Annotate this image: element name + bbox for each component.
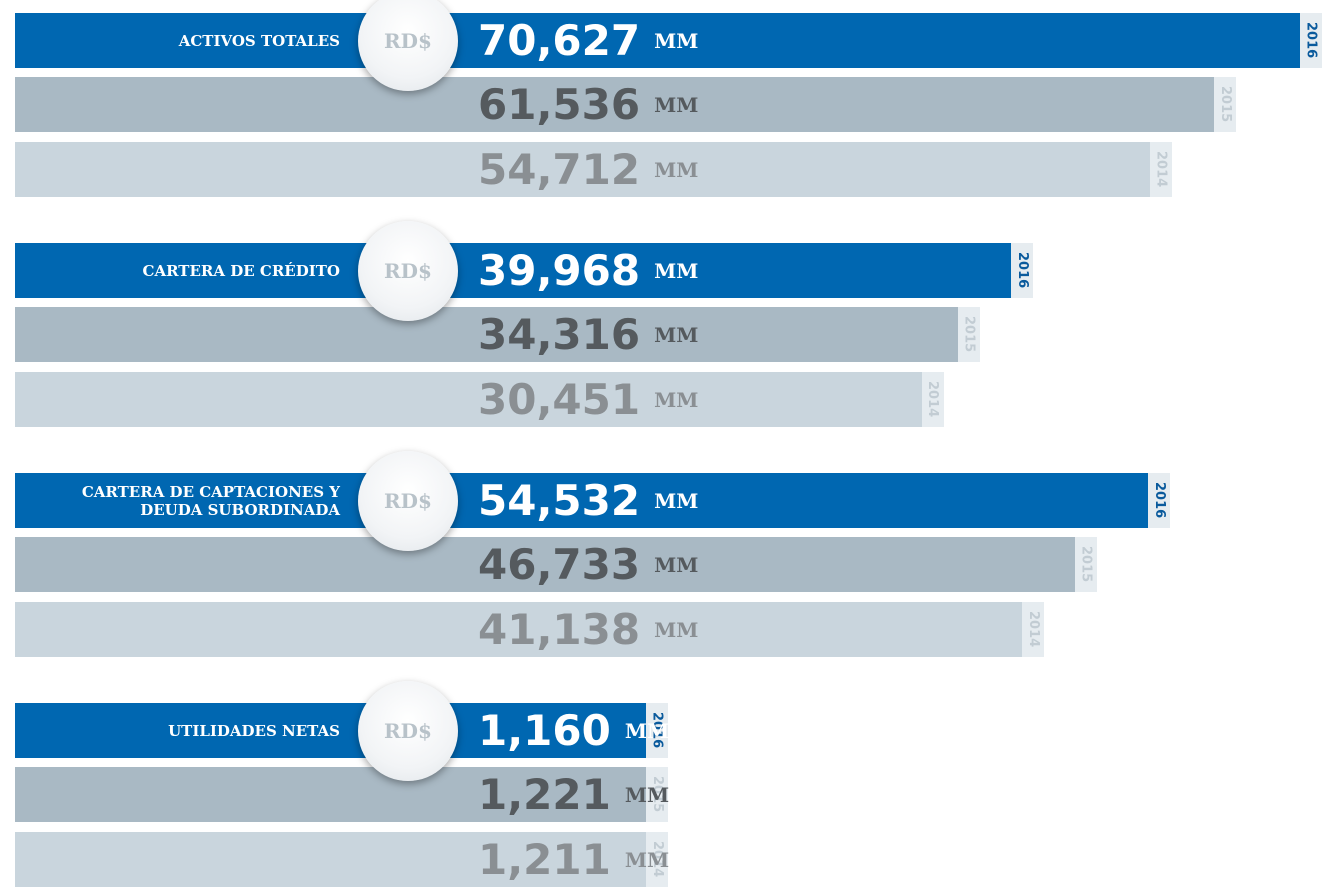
year-label: 2015 [1078, 546, 1094, 583]
year-label: 2016 [649, 712, 665, 749]
bar [15, 767, 647, 822]
value-number: 1,160 [478, 706, 611, 755]
year-tab: 2016 [1300, 13, 1322, 68]
bar [15, 703, 646, 758]
value-number: 39,968 [478, 246, 641, 295]
currency-badge: RD$ [358, 451, 458, 551]
unit-label: MM [654, 157, 699, 182]
bar [15, 537, 1076, 592]
year-label: 2016 [1151, 482, 1167, 519]
value-label: 34,316 MM [478, 307, 698, 362]
unit-label: MM [654, 488, 699, 513]
year-label: 2015 [1217, 86, 1233, 123]
year-label: 2014 [1153, 151, 1169, 188]
value-number: 30,451 [478, 375, 641, 424]
year-label: 2015 [961, 316, 977, 353]
value-number: 70,627 [478, 16, 641, 65]
year-tab: 2015 [1214, 77, 1237, 132]
year-label: 2014 [649, 841, 665, 878]
bar [15, 602, 1023, 657]
unit-label: MM [654, 28, 699, 53]
year-label: 2014 [925, 381, 941, 418]
bar [15, 832, 647, 887]
year-label: 2016 [1014, 252, 1030, 289]
value-number: 54,532 [478, 476, 641, 525]
year-tab: 2015 [958, 307, 981, 362]
value-label: 46,733 MM [478, 537, 698, 592]
value-number: 46,733 [478, 540, 641, 589]
year-tab: 2015 [646, 767, 669, 822]
year-tab: 2016 [1011, 243, 1034, 298]
unit-label: MM [654, 322, 699, 347]
value-label: 30,451 MM [478, 372, 698, 427]
value-label: 1,160 MM [478, 703, 669, 758]
value-label: 61,536 MM [478, 77, 698, 132]
year-tab: 2016 [645, 703, 668, 758]
value-label: 39,968 MM [478, 243, 698, 298]
unit-label: MM [654, 258, 699, 283]
currency-badge: RD$ [358, 0, 458, 91]
unit-label: MM [654, 552, 699, 577]
bar [15, 142, 1151, 197]
unit-label: MM [624, 718, 670, 743]
value-label: 54,712 MM [478, 142, 698, 197]
year-label: 2016 [1303, 22, 1319, 59]
value-number: 61,536 [478, 80, 641, 129]
unit-label: MM [654, 92, 699, 117]
year-tab: 2014 [1150, 142, 1173, 197]
bar [15, 307, 959, 362]
year-label: 2014 [1025, 611, 1041, 648]
year-tab: 2014 [646, 832, 669, 887]
currency-badge: RD$ [358, 681, 458, 781]
bar [15, 473, 1149, 528]
bar [15, 77, 1215, 132]
bar [15, 372, 922, 427]
value-label: 70,627 MM [478, 13, 698, 68]
value-label: 54,532 MM [478, 473, 698, 528]
year-tab: 2014 [921, 372, 944, 427]
value-label: 41,138 MM [478, 602, 698, 657]
year-label: 2015 [649, 776, 665, 813]
value-label: 1,221 MM [478, 767, 669, 822]
chart-title: CARTERA DE CRÉDITO [142, 261, 340, 280]
year-tab: 2014 [1022, 602, 1045, 657]
unit-label: MM [654, 617, 699, 642]
bar [15, 13, 1300, 68]
value-number: 41,138 [478, 605, 641, 654]
unit-label: MM [624, 847, 670, 872]
unit-label: MM [624, 782, 670, 807]
value-number: 54,712 [478, 145, 641, 194]
bar [15, 243, 1012, 298]
chart-title: ACTIVOS TOTALES [178, 31, 340, 50]
year-tab: 2016 [1148, 473, 1171, 528]
value-label: 1,211 MM [478, 832, 669, 887]
value-number: 1,211 [478, 835, 611, 884]
value-number: 34,316 [478, 310, 641, 359]
year-tab: 2015 [1075, 537, 1098, 592]
chart-title: UTILIDADES NETAS [168, 721, 340, 740]
value-number: 1,221 [478, 770, 611, 819]
chart-title: CARTERA DE CAPTACIONES Y DEUDA SUBORDINA… [81, 482, 340, 519]
unit-label: MM [654, 387, 699, 412]
currency-badge: RD$ [358, 221, 458, 321]
